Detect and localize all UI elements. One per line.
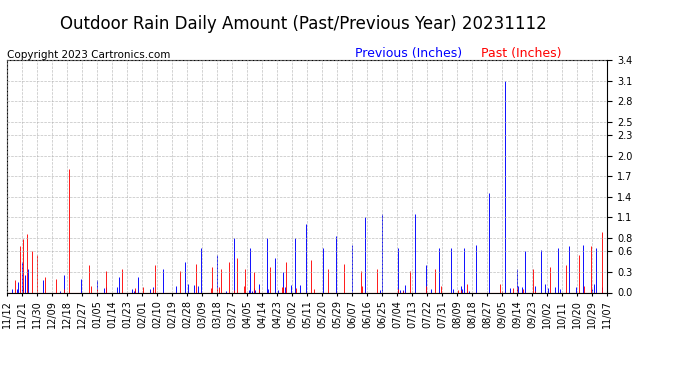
Text: Past (Inches): Past (Inches) xyxy=(481,47,562,60)
Text: Previous (Inches): Previous (Inches) xyxy=(355,47,462,60)
Text: Copyright 2023 Cartronics.com: Copyright 2023 Cartronics.com xyxy=(7,50,170,60)
Text: Outdoor Rain Daily Amount (Past/Previous Year) 20231112: Outdoor Rain Daily Amount (Past/Previous… xyxy=(60,15,547,33)
